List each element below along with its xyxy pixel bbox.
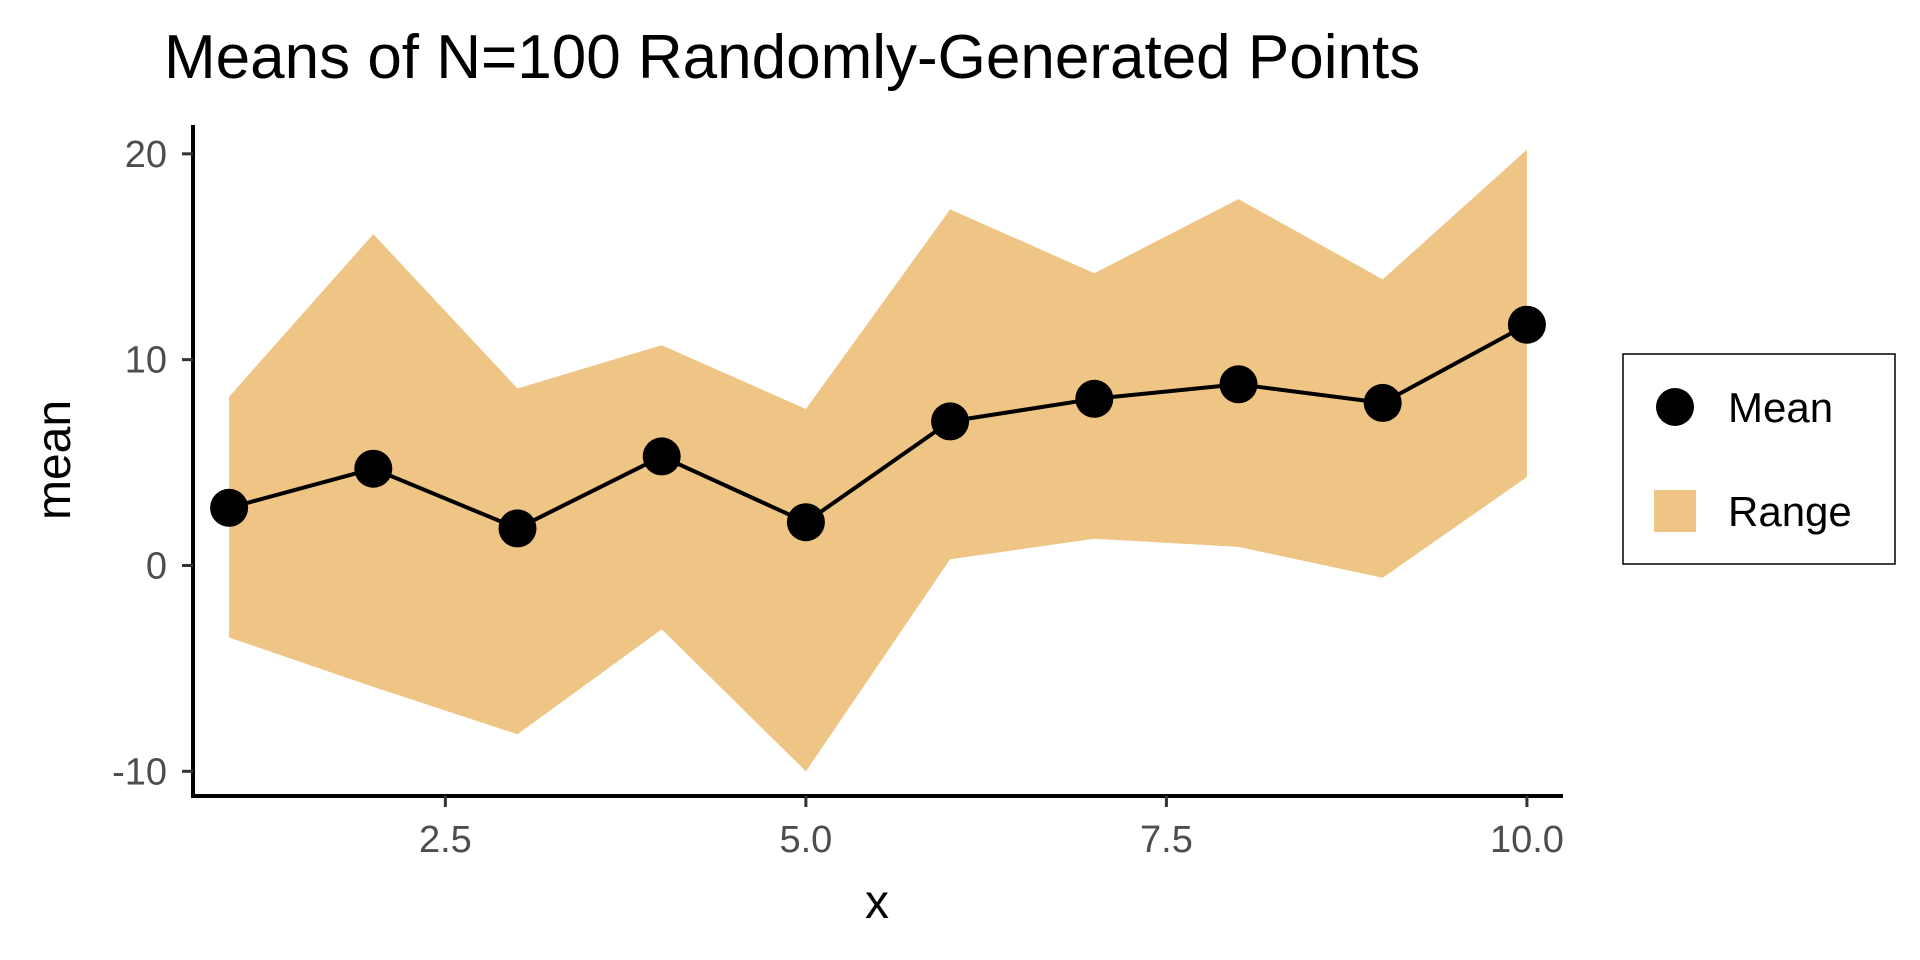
mean-point — [354, 449, 393, 488]
plot-area — [210, 149, 1546, 772]
y-tick-label: 20 — [125, 134, 167, 176]
chart-title: Means of N=100 Randomly-Generated Points — [164, 23, 1420, 92]
mean-point — [786, 503, 825, 542]
x-tick-label: 7.5 — [1140, 819, 1193, 861]
y-axis-ticks: -10 0 10 20 — [112, 134, 193, 793]
x-tick-label: 10.0 — [1490, 819, 1564, 861]
x-axis-title: x — [865, 876, 889, 929]
mean-point — [1507, 305, 1546, 344]
mean-point — [931, 402, 970, 441]
x-tick-label: 5.0 — [779, 819, 832, 861]
mean-point — [498, 509, 537, 548]
x-tick-label: 2.5 — [419, 819, 472, 861]
mean-point — [1363, 383, 1402, 422]
legend-label-range: Range — [1728, 488, 1852, 535]
y-tick-label: 10 — [125, 340, 167, 382]
mean-line — [228, 322, 1528, 531]
range-ribbon — [229, 149, 1527, 772]
x-axis-ticks: 2.5 5.0 7.5 10.0 — [419, 796, 1564, 861]
mean-point — [1075, 379, 1114, 418]
mean-point — [210, 488, 249, 527]
mean-point — [642, 437, 681, 476]
legend-label-mean: Mean — [1728, 384, 1833, 431]
y-tick-label: 0 — [146, 545, 167, 587]
legend-key-mean — [1656, 388, 1694, 426]
mean-point — [1219, 365, 1258, 404]
y-axis-title: mean — [28, 400, 81, 520]
legend: Mean Range — [1622, 353, 1896, 565]
legend-key-range — [1654, 490, 1696, 532]
y-tick-label: -10 — [112, 751, 167, 793]
